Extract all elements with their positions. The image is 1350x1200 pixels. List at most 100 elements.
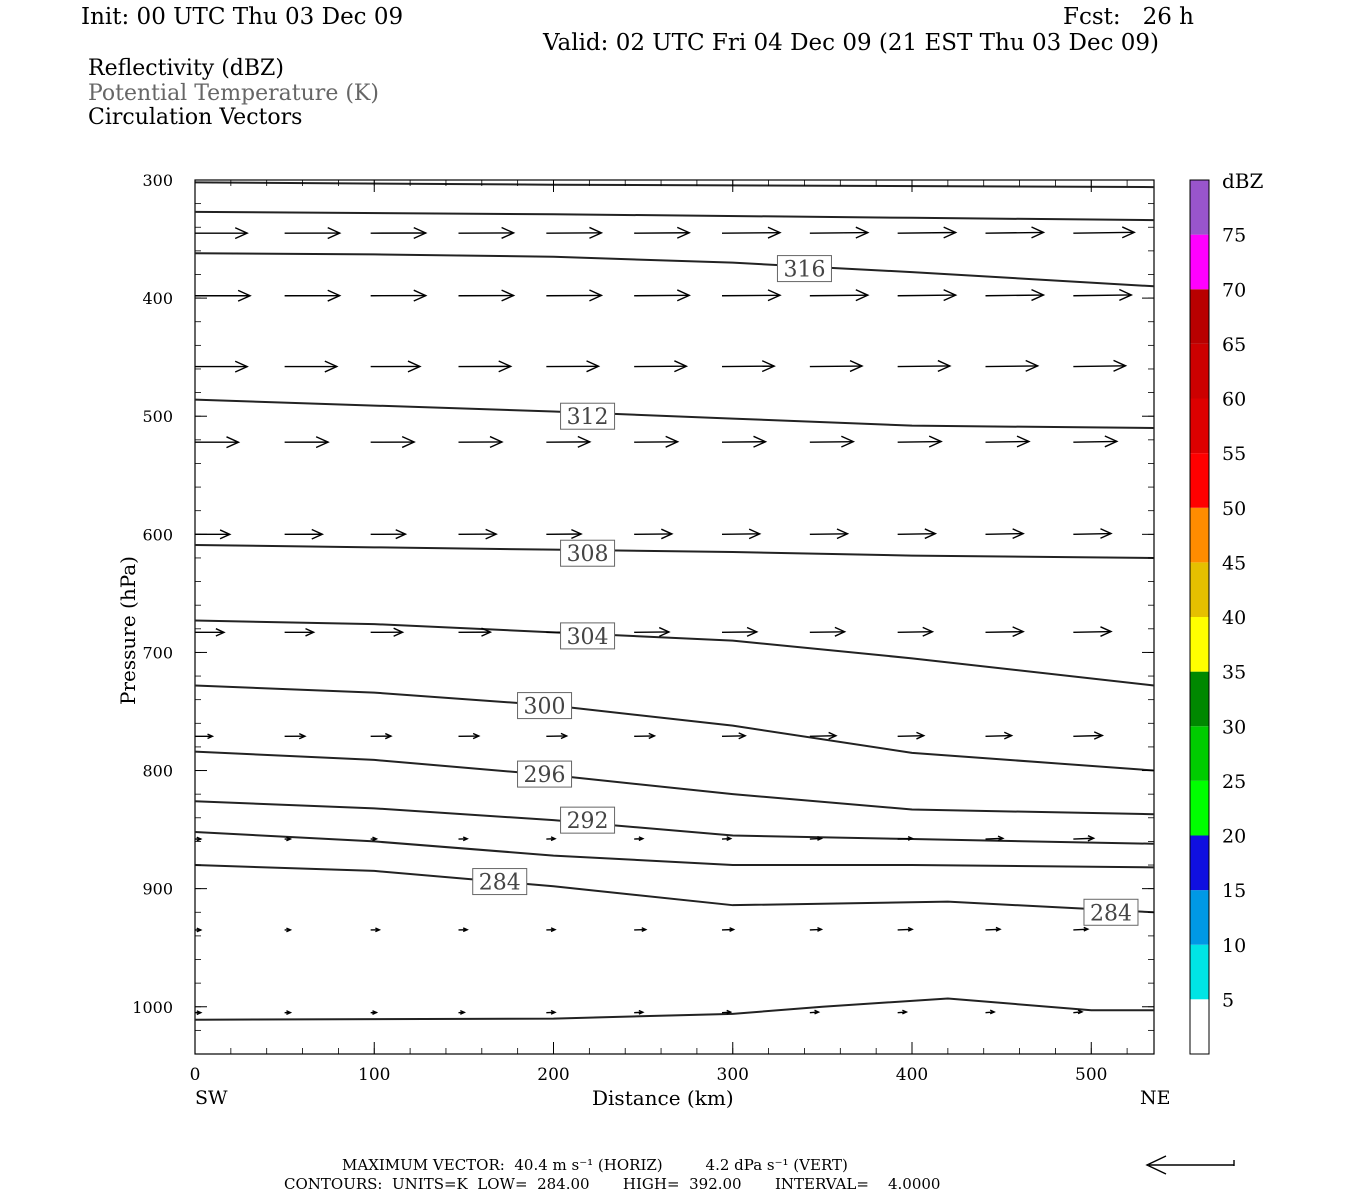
vector-head: [586, 360, 601, 373]
vector-head: [855, 289, 870, 302]
circulation-vector: [370, 927, 382, 933]
circulation-vector: [284, 360, 339, 373]
vector-head: [462, 836, 469, 842]
vector-head: [907, 926, 914, 932]
circulation-vector: [897, 1009, 909, 1015]
vector-head: [501, 226, 516, 239]
circulation-vector: [284, 528, 325, 540]
circulation-vector: [370, 1010, 379, 1015]
colorbar-label: 45: [1222, 552, 1246, 574]
circulation-vector: [634, 626, 671, 637]
vector-head: [767, 289, 782, 302]
vector-head: [924, 528, 938, 540]
circulation-vector: [458, 1009, 467, 1015]
colorbar: 5 10 15 20 25 30 35 40 45 50 55 60 65 70 75 dBZ: [1189, 169, 1264, 1055]
max-vector-text: MAXIMUM VECTOR: 40.4 m s⁻¹ (HORIZ) 4.2 d…: [342, 1156, 848, 1174]
circulation-vector: [370, 289, 428, 302]
vector-head: [571, 528, 583, 540]
contour-label-box: [517, 692, 573, 720]
colorbar-segment-30: [1190, 671, 1209, 727]
x-tick-label: 500: [1075, 1065, 1107, 1085]
colorbar-label: 35: [1222, 662, 1246, 684]
circulation-vector: [897, 731, 926, 740]
circulation-vector: [370, 529, 408, 540]
vector-shaft: [985, 532, 1024, 536]
x-tick-label: 300: [717, 1065, 749, 1085]
vector-head: [1093, 731, 1105, 740]
vector-head: [676, 289, 691, 302]
vector-head: [196, 836, 203, 842]
theta-contour-line: [194, 543, 1155, 559]
vector-shaft: [1073, 440, 1117, 443]
theta-contour-line: [194, 398, 1155, 430]
circulation-vector: [458, 732, 481, 740]
contour-label-box: [776, 255, 832, 283]
colorbar-label: 70: [1222, 279, 1246, 301]
vector-shaft: [1073, 837, 1094, 840]
circulation-vector: [897, 528, 938, 540]
vector-head: [1031, 226, 1046, 239]
colorbar-segment-55: [1190, 398, 1209, 454]
contour-label: 284: [479, 871, 521, 896]
circulation-vector: [809, 289, 870, 302]
circulation-vector: [985, 835, 1005, 842]
vector-shaft: [985, 440, 1030, 443]
circulation-vector: [985, 626, 1025, 638]
theta-contour-line: [194, 181, 1155, 189]
vector-head: [372, 1010, 379, 1015]
circulation-vector: [721, 435, 768, 448]
colorbar-segment-60: [1190, 343, 1209, 399]
vector-shaft: [985, 294, 1044, 297]
circulation-vector: [1073, 528, 1113, 539]
vector-head: [298, 733, 307, 740]
vector-shaft: [897, 734, 924, 737]
vector-shaft: [985, 928, 1001, 931]
circulation-vector: [634, 836, 645, 842]
x-right-end-label: NE: [1140, 1087, 1171, 1109]
circulation-vector: [195, 628, 226, 637]
max-vector-arrow: [1145, 1155, 1235, 1175]
vector-head: [498, 360, 513, 373]
circulation-vector: [985, 731, 1014, 740]
circulation-vector: [721, 626, 759, 637]
circulation-vector: [195, 733, 215, 740]
vector-shaft: [1073, 532, 1112, 536]
circulation-vector: [195, 360, 249, 373]
vector-head: [395, 529, 408, 540]
vector-head: [286, 836, 293, 842]
contour-label: 312: [567, 405, 609, 430]
circulation-vector: [458, 289, 516, 302]
colorbar-segment-35: [1190, 617, 1209, 672]
circulation-vector: [985, 528, 1025, 539]
circulation-vector: [195, 927, 203, 933]
circulation-vector: [284, 289, 342, 302]
circulation-vector: [458, 360, 513, 373]
vector-head: [1012, 528, 1025, 539]
circulation-vector: [634, 289, 691, 302]
vector-head: [841, 435, 856, 448]
circulation-vector: [546, 836, 557, 842]
circulation-vector: [721, 1009, 733, 1015]
vector-head: [638, 836, 645, 842]
contour-label: 308: [567, 542, 609, 567]
colorbar-segment-50: [1190, 453, 1209, 508]
vector-head: [638, 1009, 645, 1015]
colorbar-label: 15: [1222, 880, 1246, 902]
vector-head: [997, 835, 1005, 842]
colorbar-label: 75: [1222, 225, 1246, 247]
vector-head: [902, 1009, 909, 1015]
axes: 0 100 200 300 400 500 300 400 500 600 700 800 900 100…: [132, 171, 1154, 1085]
circulation-vector: [985, 926, 1002, 932]
vector-head: [1016, 435, 1031, 448]
vector-head: [1025, 359, 1040, 372]
y-tick-label: 300: [142, 171, 173, 190]
circulation-vector: [1073, 835, 1096, 842]
colorbar-label: 10: [1222, 935, 1246, 957]
vector-head: [305, 627, 316, 637]
colorbar-unit: dBZ: [1222, 169, 1264, 193]
theta-contour-line: [194, 997, 1154, 1021]
circulation-vector: [284, 227, 342, 240]
vector-head: [311, 528, 325, 540]
